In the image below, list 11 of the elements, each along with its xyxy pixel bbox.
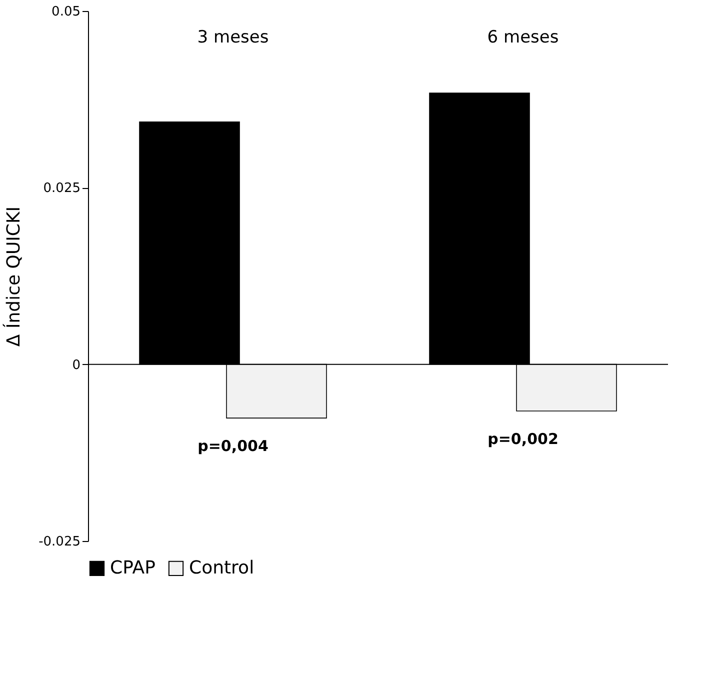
legend-label: CPAP [110, 557, 156, 578]
annotation: p=0,002 [488, 430, 558, 448]
y-tick-label: -0.025 [38, 534, 80, 550]
y-axis-title: Δ Índice QUICKI [2, 206, 25, 347]
annotation: p=0,004 [198, 437, 268, 455]
x-tick-label: 3 meses [197, 28, 269, 48]
x-tick-label: 6 meses [487, 28, 559, 48]
y-tick-label: 0.025 [43, 181, 80, 196]
y-tick-label: 0.05 [52, 4, 80, 20]
y-tick-label: 0 [72, 358, 80, 373]
legend-label: Control [189, 557, 254, 578]
